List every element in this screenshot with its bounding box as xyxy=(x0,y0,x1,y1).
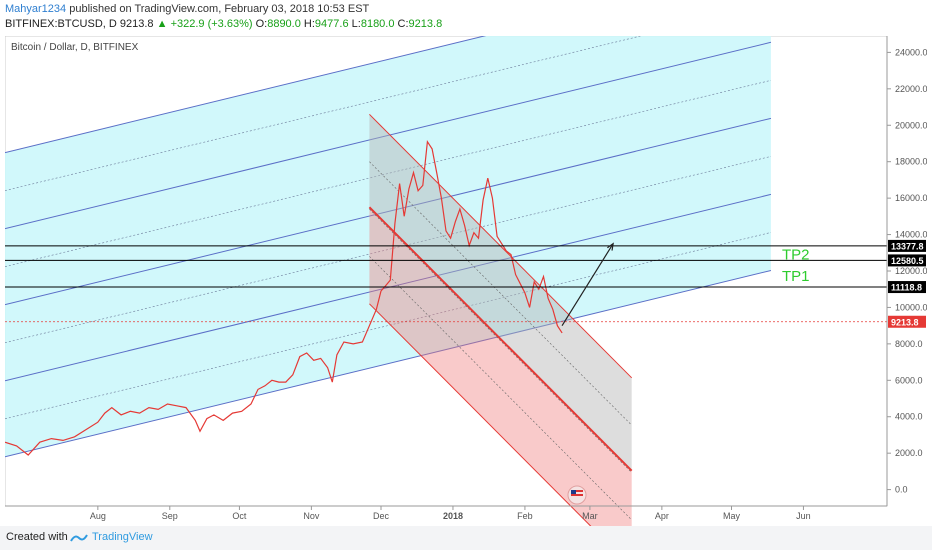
down-channel-dotted xyxy=(369,208,632,473)
x-tick-label: 2018 xyxy=(443,511,463,521)
y-tick-label: 8000.0 xyxy=(895,339,923,349)
publication-header: Mahyar1234 published on TradingView.com,… xyxy=(0,0,932,36)
y-tick-label: 6000.0 xyxy=(895,375,923,385)
horizontal-levels: 13377.8 12580.5 11118.8 9213.8 xyxy=(5,239,926,328)
channel-line xyxy=(4,117,772,306)
y-tick-label: 4000.0 xyxy=(895,412,923,422)
projection-arrow xyxy=(561,242,614,326)
high-label: H: xyxy=(303,18,315,30)
tradingview-logo-icon xyxy=(70,534,88,542)
last-price: 9213.8 xyxy=(119,18,154,30)
level-price-label: 9213.8 xyxy=(891,317,919,327)
x-tick-label: Aug xyxy=(90,511,106,521)
y-tick-label: 0.0 xyxy=(895,485,908,495)
down-channel-dotted xyxy=(369,161,632,426)
channel-line xyxy=(4,80,772,267)
chart-container[interactable]: 13377.8 12580.5 11118.8 9213.8 0.0 2000.0 400… xyxy=(4,0,928,550)
y-tick-label: 16000.0 xyxy=(895,193,927,203)
open-value: 8890.0 xyxy=(267,18,301,30)
level-price-label: 11118.8 xyxy=(891,283,922,293)
channel-line xyxy=(4,41,772,230)
channel-line xyxy=(4,232,772,420)
down-channel-lower-fill xyxy=(369,207,632,550)
publication-info: Mahyar1234 published on TradingView.com,… xyxy=(5,3,369,15)
price-chart[interactable]: 13377.8 12580.5 11118.8 9213.8 0.0 2000.0 400… xyxy=(4,0,928,550)
channel-line xyxy=(4,3,772,191)
level-price-tag xyxy=(888,239,926,252)
low-value: 8180.0 xyxy=(360,18,395,30)
x-tick-label: Jun xyxy=(796,511,811,521)
down-channel-upper-fill xyxy=(369,114,632,471)
channel-line xyxy=(4,156,772,344)
down-channel-bottom xyxy=(369,303,616,550)
open-label: O: xyxy=(255,18,268,30)
channel-line xyxy=(4,193,772,382)
x-tick-label: Mar xyxy=(582,511,598,521)
level-price-label: 13377.8 xyxy=(891,241,924,251)
level-price-tag xyxy=(888,315,926,328)
author-link[interactable]: Mahyar1234 xyxy=(5,3,67,15)
down-channel-dotted xyxy=(369,256,632,521)
event-flag-icon[interactable] xyxy=(567,485,587,505)
x-tick-label: Apr xyxy=(655,511,669,521)
x-tick-label: May xyxy=(723,511,741,521)
channel-fill xyxy=(5,0,771,457)
flag-canton xyxy=(571,490,576,494)
x-tick-label: Feb xyxy=(517,511,533,521)
symbol-name: BITFINEX:BTCUSD, D xyxy=(5,18,117,30)
y-tick-label: 2000.0 xyxy=(895,448,923,458)
y-tick-label: 18000.0 xyxy=(895,157,927,167)
close-label: C: xyxy=(397,18,409,30)
channel-line xyxy=(4,0,635,154)
x-tick-label: Sep xyxy=(162,511,178,521)
x-tick-label: Oct xyxy=(232,511,247,521)
price-series xyxy=(4,139,563,456)
down-channel-mid xyxy=(368,206,633,472)
symbol-info: BITFINEX:BTCUSD, D 9213.8 ▲ +322.9 (+3.6… xyxy=(5,18,442,30)
flag-stripe-2 xyxy=(571,494,583,496)
y-tick-label: 22000.0 xyxy=(895,84,927,94)
level-price-label: 12580.5 xyxy=(891,256,924,266)
close-value: 9213.8 xyxy=(408,18,443,30)
regression-channel xyxy=(4,0,772,458)
published-text: published on TradingView.com, February 0… xyxy=(66,3,370,15)
y-axis: 0.0 2000.0 4000.0 6000.0 8000.0 10000.0 12000.… xyxy=(886,36,928,506)
flag-stripe-1 xyxy=(571,490,583,492)
x-axis: Aug Sep Oct Nov Dec 2018 Feb Mar Apr May Jun xyxy=(5,505,887,521)
footer-bar: Created with TradingView xyxy=(0,526,932,550)
target-label: TP2 xyxy=(782,246,810,263)
target-label: TP1 xyxy=(782,268,810,285)
high-value: 9477.6 xyxy=(314,18,349,30)
price-change: ▲ +322.9 (+3.63%) xyxy=(156,18,253,30)
descending-channel xyxy=(368,113,633,550)
arrow-shaft xyxy=(561,243,614,326)
x-tick-label: Nov xyxy=(303,511,320,521)
y-tick-label: 12000.0 xyxy=(895,266,927,276)
channel-line xyxy=(4,269,772,458)
y-tick-label: 14000.0 xyxy=(895,230,927,240)
low-label: L: xyxy=(351,18,361,30)
chart-title: Bitcoin / Dollar, D, BITFINEX xyxy=(11,42,139,53)
x-tick-label: Dec xyxy=(373,511,390,521)
arrow-head xyxy=(607,242,614,251)
level-price-tag xyxy=(888,254,926,267)
price-line xyxy=(4,139,563,456)
y-tick-label: 24000.0 xyxy=(895,47,927,57)
y-tick-label: 20000.0 xyxy=(895,120,927,130)
tradingview-link[interactable]: TradingView xyxy=(92,531,153,543)
y-tick-label: 10000.0 xyxy=(895,302,927,312)
created-with-text: Created with xyxy=(6,531,68,543)
level-price-tag xyxy=(888,281,926,294)
